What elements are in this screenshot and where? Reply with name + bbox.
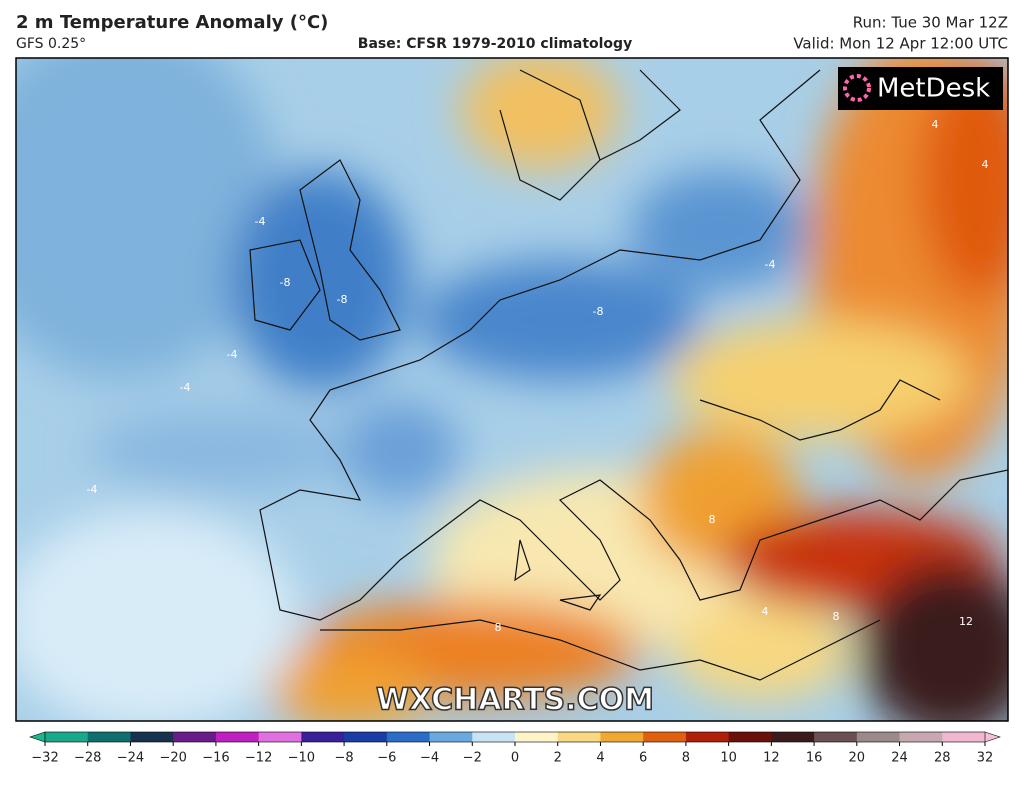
contour-label: -4 — [227, 348, 238, 361]
colorbar: −32 −28 −24 −20 −16 −12 −10 −8 −6 −4 −2 0 2 4 6 8 10 12 16… — [29, 731, 1001, 766]
colorbar-tick-label: −32 — [31, 751, 58, 766]
logo-text: MetDesk — [877, 74, 990, 104]
contour-label: 8 — [833, 610, 840, 623]
colorbar-tick-label: 16 — [806, 751, 823, 766]
colorbar-segment — [515, 732, 559, 742]
contour-label: -8 — [337, 293, 348, 306]
colorbar-segment — [301, 732, 345, 742]
colorbar-segment — [899, 732, 943, 742]
colorbar-segment — [771, 732, 815, 742]
colorbar-under — [29, 731, 46, 743]
colorbar-tick-label: 28 — [934, 751, 951, 766]
colorbar-tick-label: −4 — [420, 751, 439, 766]
contour-label: 4 — [982, 158, 989, 171]
colorbar-segment — [45, 732, 89, 742]
title: 2 m Temperature Anomaly (°C) — [16, 12, 328, 33]
colorbar-tick-label: 8 — [682, 751, 690, 766]
coastlines — [249, 69, 1008, 681]
colorbar-tick-label: 10 — [720, 751, 737, 766]
colorbar-segment — [472, 732, 516, 742]
colorbar-tick-label: 32 — [977, 751, 994, 766]
colorbar-tick-label: −12 — [245, 751, 272, 766]
valid: Valid: Mon 12 Apr 12:00 UTC — [793, 35, 1008, 53]
colorbar-segment — [344, 732, 388, 742]
colorbar-segment — [173, 732, 217, 742]
contour-label: -4 — [87, 483, 98, 496]
colorbar-segment — [429, 732, 473, 742]
colorbar-tick-label: 20 — [849, 751, 866, 766]
logo-box — [838, 67, 1003, 110]
colorbar-segment — [685, 732, 730, 742]
colorbar-segment — [215, 732, 260, 742]
contour-label: -8 — [593, 305, 604, 318]
map-frame — [15, 57, 1009, 722]
logo-icon — [843, 74, 871, 102]
colorbar-segment — [600, 732, 644, 742]
contour-label: -4 — [255, 215, 266, 228]
colorbar-tick-label: 6 — [639, 751, 647, 766]
colorbar-tick-label: −28 — [74, 751, 101, 766]
colorbar-tick-label: −16 — [202, 751, 229, 766]
contour-label: 4 — [762, 605, 769, 618]
run: Run: Tue 30 Mar 12Z — [853, 14, 1008, 32]
colorbar-segment — [942, 732, 986, 742]
colorbar-tick-label: 12 — [763, 751, 780, 766]
colorbar-tick-label: −8 — [335, 751, 354, 766]
colorbar-segment — [856, 732, 901, 742]
colorbar-tick-label: 0 — [511, 751, 519, 766]
colorbar-segment — [87, 732, 131, 742]
contour-label: 8 — [495, 621, 502, 634]
contour-label: 4 — [932, 118, 939, 131]
colorbar-segment — [728, 732, 772, 742]
colorbar-tick-label: −6 — [377, 751, 396, 766]
contour-label: -4 — [765, 258, 776, 271]
colorbar-tick-label: −24 — [117, 751, 144, 766]
colorbar-segment — [386, 732, 431, 742]
colorbar-tick-label: −2 — [463, 751, 482, 766]
map: MetDesk WXCHARTS.COM -4 -8 -8 -4 -4 -8 -4 -4 4 4 8… — [16, 58, 1008, 721]
watermark: WXCHARTS.COM — [376, 683, 654, 718]
model: GFS 0.25° — [16, 36, 86, 52]
colorbar-tick-label: 2 — [554, 751, 562, 766]
colorbar-tick-label: 4 — [596, 751, 604, 766]
colorbar-tick-label: 24 — [891, 751, 908, 766]
colorbar-segment — [643, 732, 687, 742]
colorbar-segment — [130, 732, 174, 742]
contour-label: 8 — [709, 513, 716, 526]
colorbar-tick-label: −10 — [288, 751, 315, 766]
contour-label: -8 — [280, 276, 291, 289]
colorbar-segment — [557, 732, 601, 742]
contour-label: 12 — [959, 615, 973, 628]
colorbar-over — [984, 731, 1001, 743]
contour-label: -4 — [180, 381, 191, 394]
base: Base: CFSR 1979-2010 climatology — [358, 36, 632, 52]
colorbar-segment — [258, 732, 302, 742]
anomaly-field — [16, 58, 1008, 721]
colorbar-tick-label: −20 — [159, 751, 186, 766]
contour-labels: -4 -8 -8 -4 -4 -8 -4 -4 4 4 8 8 8 4 12 — [87, 118, 989, 634]
colorbar-segment — [814, 732, 858, 742]
